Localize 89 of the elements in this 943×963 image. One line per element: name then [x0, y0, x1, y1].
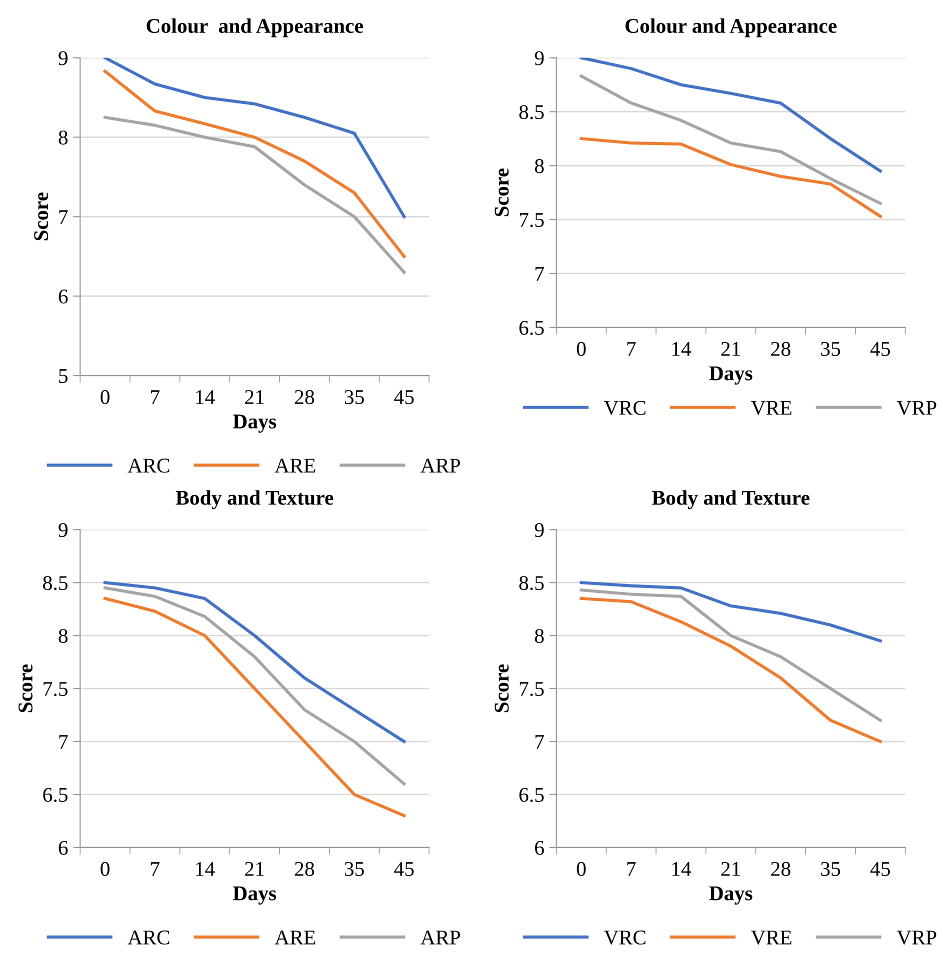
x-tick-label: 21 [245, 862, 264, 876]
y-tick-label: 7 [536, 267, 544, 281]
y-tick-label: 9 [534, 51, 544, 66]
y-tick-label: 9 [58, 51, 68, 66]
y-tick-label: 7.5 [44, 682, 68, 696]
x-tick-label: 7 [627, 862, 636, 876]
x-tick-label: 14 [196, 862, 215, 876]
x-tick-label: 0 [576, 862, 586, 876]
x-tick-label: 28 [771, 862, 790, 876]
legend-label: VRE [750, 930, 792, 945]
x-tick-label: 7 [151, 862, 160, 876]
x-tick-label: 14 [196, 390, 215, 404]
legend-label: VRE [750, 401, 792, 415]
x-tick-label: 0 [576, 342, 586, 356]
y-axis-title: Score [494, 168, 509, 216]
x-tick-label: 21 [721, 342, 740, 356]
legend-label: ARC [128, 458, 170, 473]
x-tick-label: 35 [821, 862, 840, 876]
x-tick-label: 21 [245, 390, 264, 404]
x-tick-label: 14 [672, 342, 692, 356]
legend-label: VRP [896, 401, 936, 415]
y-axis-title: Score [494, 664, 509, 712]
legend-label: ARE [274, 930, 316, 944]
y-tick-label: 5 [59, 369, 68, 384]
y-tick-label: 8 [58, 628, 68, 644]
line-series [104, 70, 406, 258]
y-tick-label: 6 [535, 840, 544, 855]
chart-title: Colour and Appearance [146, 18, 363, 38]
x-tick-label: 28 [771, 342, 790, 356]
y-tick-label: 6.5 [43, 788, 68, 802]
x-tick-label: 28 [294, 862, 314, 876]
line-series [580, 137, 882, 218]
chart-title: Body and Texture [652, 490, 810, 510]
y-tick-label: 6 [58, 840, 68, 855]
y-tick-label: 8 [534, 628, 544, 644]
legend-label: ARP [420, 930, 460, 944]
x-tick-label: 0 [100, 390, 110, 404]
line-series [104, 116, 406, 274]
x-tick-label: 35 [821, 342, 840, 356]
x-tick-label: 14 [672, 862, 692, 876]
x-tick-label: 7 [627, 342, 636, 356]
y-tick-label: 9 [534, 523, 544, 538]
x-tick-label: 45 [870, 342, 890, 356]
legend-label: VRC [604, 930, 646, 945]
line-series [580, 588, 882, 722]
x-tick-label: 35 [344, 862, 364, 876]
x-axis-title: Days [709, 886, 752, 905]
line-series [580, 596, 882, 744]
x-tick-label: 35 [344, 390, 364, 404]
y-tick-label: 7 [59, 210, 68, 224]
y-tick-label: 7 [59, 735, 68, 749]
y-tick-label: 7 [536, 735, 544, 749]
x-axis-title: Days [232, 414, 276, 433]
line-series [104, 581, 406, 744]
x-tick-label: 45 [870, 862, 890, 876]
y-tick-label: 8.5 [519, 105, 544, 120]
legend-label: ARE [274, 458, 316, 472]
x-tick-label: 28 [294, 390, 314, 404]
line-series [580, 58, 882, 173]
line-series [580, 74, 882, 205]
line-series [104, 58, 406, 218]
x-tick-label: 7 [151, 390, 160, 404]
y-axis-title: Score [34, 192, 48, 240]
x-axis-title: Days [232, 886, 276, 905]
legend-label: VRP [896, 930, 936, 945]
y-tick-label: 6 [58, 290, 68, 304]
line-series [104, 596, 406, 818]
x-tick-label: 21 [721, 862, 740, 876]
y-tick-label: 6.5 [519, 320, 544, 335]
y-tick-label: 8 [534, 159, 544, 174]
x-tick-label: 45 [394, 862, 414, 876]
x-tick-label: 0 [100, 862, 110, 876]
chart-title: Colour and Appearance [626, 18, 837, 38]
chart-title: Body and Texture [176, 490, 334, 510]
legend-label: ARP [420, 458, 460, 472]
y-tick-label: 7.5 [520, 682, 544, 696]
y-tick-label: 6.5 [519, 788, 544, 802]
x-tick-label: 45 [394, 390, 414, 404]
y-tick-label: 8.5 [519, 576, 544, 590]
legend-label: VRC [604, 400, 646, 415]
y-tick-label: 8 [58, 130, 68, 145]
line-series [104, 586, 406, 786]
x-axis-title: Days [709, 366, 752, 385]
line-series [580, 581, 882, 642]
y-tick-label: 9 [58, 523, 68, 538]
y-axis-title: Score [18, 664, 33, 712]
y-tick-label: 8.5 [43, 576, 68, 590]
legend-label: ARC [128, 930, 170, 945]
y-tick-label: 7.5 [520, 213, 544, 228]
